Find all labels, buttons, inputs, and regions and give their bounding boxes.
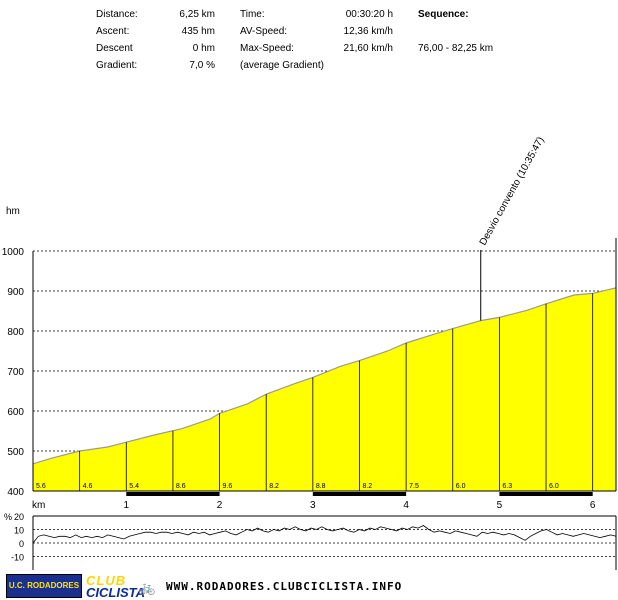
x-tick-label: 6	[590, 500, 596, 511]
x-tick-label: 5	[497, 500, 503, 511]
segment-gradient-label: 8.8	[316, 483, 326, 490]
segment-gradient-label: 6.0	[456, 483, 466, 490]
segment-lines	[79, 293, 594, 491]
gradient-label: Gradient:	[96, 60, 138, 71]
footer-banner: U.C. RODADORES CLUB CICLISTA 🚲 WWW.RODAD…	[0, 572, 618, 600]
logo-text: U.C. RODADORES	[8, 581, 80, 590]
profile-axes: 400 500 600 700 800 900 1000 hm 1 2 3 4 5 6 km	[2, 206, 617, 511]
descent-label: Descent	[96, 43, 133, 54]
segment-gradient-label: 5.6	[36, 483, 46, 490]
club-ciclista-logo: CLUB CICLISTA 🚲	[86, 573, 158, 600]
gradient-tick-label: 0	[19, 539, 24, 549]
gradient-series-line	[32, 525, 617, 544]
distance-label: Distance:	[96, 9, 138, 20]
gradient-tick-label: -10	[11, 553, 24, 563]
x-tick-label: 2	[217, 500, 223, 511]
y-tick-label: 1000	[2, 247, 25, 258]
club-top-text: CLUB	[86, 573, 127, 588]
distance-bar	[126, 492, 220, 496]
time-label: Time:	[240, 9, 265, 20]
y-axis-label: hm	[6, 206, 20, 217]
website-url[interactable]: WWW.RODADORES.CLUBCICLISTA.INFO	[166, 580, 403, 593]
segment-gradient-label: 7.5	[409, 483, 419, 490]
segment-gradient-label: 8.6	[176, 483, 186, 490]
y-tick-label: 400	[7, 487, 24, 498]
gradient-axes: 20 10 0 -10%	[4, 512, 617, 570]
time-value: 00:30:20 h	[345, 9, 393, 20]
avspeed-label: AV-Speed:	[240, 26, 288, 37]
summary-panel: Distance: 6,25 km Ascent: 435 hm Descent…	[0, 0, 618, 80]
segment-gradient-label: 4.6	[83, 483, 93, 490]
maxspeed-value: 21,60 km/h	[343, 43, 393, 54]
segment-gradient-label: 5.4	[129, 483, 139, 490]
x-tick-label: 3	[310, 500, 316, 511]
gradient-axis-label: %	[4, 512, 12, 522]
descent-value: 0 hm	[192, 43, 215, 54]
rodadores-logo: U.C. RODADORES	[6, 574, 82, 598]
y-tick-label: 800	[7, 327, 24, 338]
distance-bars	[126, 492, 593, 496]
profile-outline	[32, 287, 617, 465]
y-tick-label: 700	[7, 367, 24, 378]
bicycle-icon: 🚲	[138, 579, 156, 595]
y-tick-label: 500	[7, 447, 24, 458]
elevation-profile-chart: 5.6 4.6 5.4 8.6 9.6 8.2 8.8 8.2 7.5 6.0 6.3 6.0 400…	[2, 135, 617, 511]
distance-bar	[312, 492, 407, 496]
x-tick-label: 1	[123, 500, 129, 511]
y-tick-label: 600	[7, 407, 24, 418]
segment-gradient-label: 6.3	[502, 483, 512, 490]
ascent-label: Ascent:	[96, 26, 130, 37]
gradient-tick-label: 20	[14, 512, 24, 522]
club-bottom-text: CICLISTA	[86, 585, 145, 600]
segment-gradient-labels: 5.6 4.6 5.4 8.6 9.6 8.2 8.8 8.2 7.5 6.0 6.3 6.0	[36, 483, 559, 490]
profile-fill	[33, 287, 616, 491]
gradient-tick-label: 10	[14, 526, 24, 536]
gradient-line	[32, 525, 617, 544]
x-tick-label: 4	[403, 500, 409, 511]
avspeed-value: 12,36 km/h	[343, 26, 393, 37]
sequence-value: 76,00 - 82,25 km	[418, 43, 494, 54]
ascent-value: 435 hm	[181, 26, 215, 37]
y-tick-label: 900	[7, 287, 24, 298]
gradient-chart: 20 10 0 -10%	[4, 512, 617, 570]
maxspeed-label: Max-Speed:	[240, 43, 294, 54]
segment-gradient-label: 9.6	[223, 483, 233, 490]
gradient-value: 7,0 %	[189, 60, 215, 71]
segment-gradient-label: 8.2	[269, 483, 279, 490]
profile-annotation: Desvio convento (10:35:47)	[478, 135, 547, 321]
segment-gradient-label: 8.2	[362, 483, 372, 490]
segment-gradient-label: 6.0	[549, 483, 559, 490]
annotation-text: Desvio convento (10:35:47)	[478, 135, 547, 247]
x-axis-label: km	[32, 500, 45, 511]
sequence-label: Sequence:	[418, 9, 469, 20]
avg-gradient-note: (average Gradient)	[240, 60, 324, 71]
distance-bar	[499, 492, 593, 496]
distance-value: 6,25 km	[179, 9, 215, 20]
gradient-grid	[33, 515, 616, 557]
profile-area	[32, 287, 617, 491]
